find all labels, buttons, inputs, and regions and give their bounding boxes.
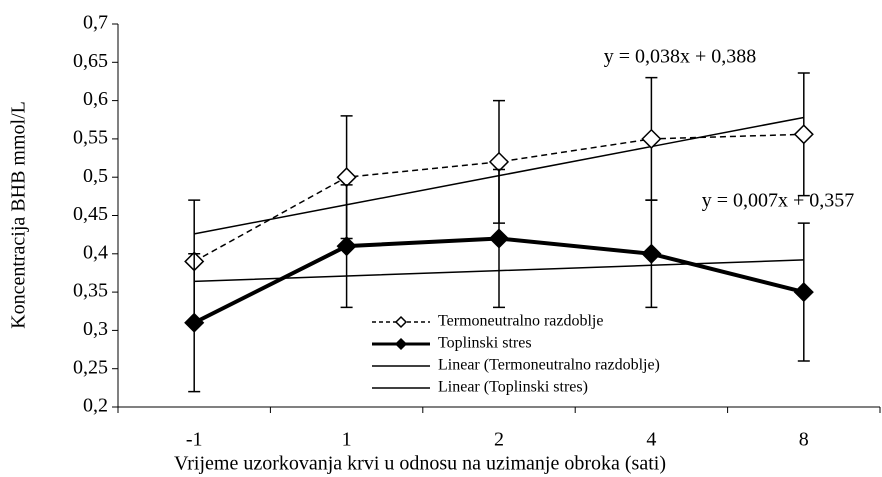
x-tick-label: 1 <box>342 429 352 451</box>
marker <box>336 167 357 188</box>
legend-label: Toplinski stres <box>438 335 532 352</box>
y-tick-label: 0,55 <box>73 126 108 148</box>
x-tick-label: 4 <box>646 429 656 451</box>
x-axis-title: Vrijeme uzorkovanja krvi u odnosu na uzi… <box>174 453 666 475</box>
y-tick-label: 0,35 <box>73 280 108 302</box>
legend-label: Linear (Termoneutralno razdoblje) <box>438 357 660 374</box>
series-line <box>193 133 804 263</box>
y-tick-label: 0,45 <box>73 203 108 225</box>
legend-marker <box>394 337 408 351</box>
y-tick-label: 0,4 <box>83 241 108 263</box>
y-tick-label: 0,6 <box>83 88 108 110</box>
annotation: y = 0,038x + 0,388 <box>604 46 757 68</box>
legend-label: Linear (Toplinski stres) <box>438 379 588 396</box>
x-tick-label: 8 <box>799 429 809 451</box>
marker <box>184 312 205 333</box>
marker <box>793 282 814 303</box>
y-axis-title: Koncentracija BHB mmol/L <box>8 101 30 329</box>
y-tick-label: 0,2 <box>83 395 108 417</box>
marker <box>488 228 510 249</box>
y-tick-label: 0,7 <box>83 12 108 34</box>
y-tick-label: 0,25 <box>73 356 108 378</box>
x-tick-label: 2 <box>494 429 504 451</box>
marker <box>336 236 357 257</box>
marker <box>641 243 662 264</box>
y-tick-label: 0,3 <box>83 318 108 340</box>
annotation: y = 0,007x + 0,357 <box>702 190 855 212</box>
y-tick-label: 0,5 <box>83 165 108 187</box>
marker <box>641 128 662 149</box>
x-tick-label: -1 <box>186 429 203 451</box>
legend-marker <box>394 315 408 329</box>
y-tick-label: 0,65 <box>73 50 108 72</box>
marker <box>488 151 510 172</box>
marker <box>793 124 814 145</box>
legend-label: Termoneutralno razdoblje <box>438 313 603 330</box>
